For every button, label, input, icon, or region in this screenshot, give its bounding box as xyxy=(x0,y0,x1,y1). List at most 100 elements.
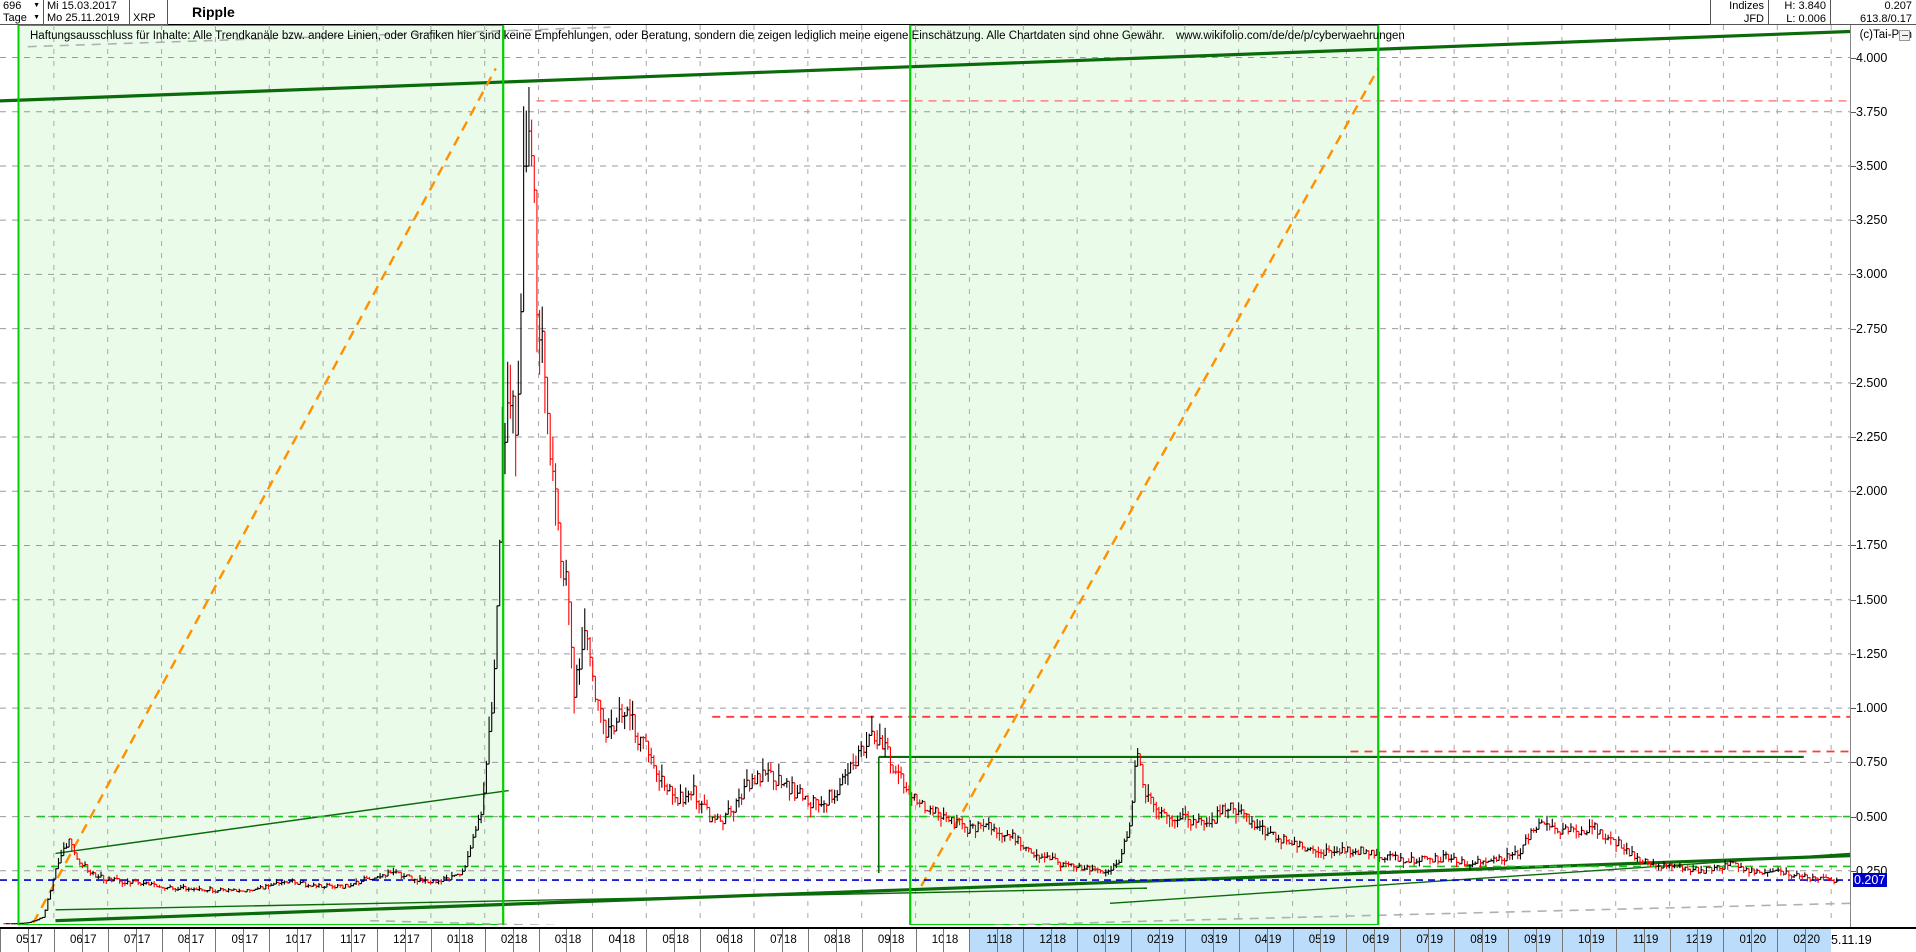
x-axis-tick[interactable]: 05 18 xyxy=(646,929,700,952)
x-axis-tick[interactable]: 07 18 xyxy=(754,929,808,952)
x-axis-tick[interactable]: 10 17 xyxy=(269,929,323,952)
x-axis-tick[interactable]: 01 20 xyxy=(1723,929,1778,952)
x-tick-year: 19 xyxy=(1160,934,1174,946)
disclaimer-url[interactable]: www.wikifolio.com/de/de/p/cyberwaehrunge… xyxy=(1175,30,1405,42)
x-axis-tick[interactable]: 09 17 xyxy=(215,929,269,952)
x-tick-year: 18 xyxy=(999,934,1013,946)
x-axis-tick[interactable]: 07 17 xyxy=(107,929,162,952)
x-axis-tick[interactable]: 06 18 xyxy=(700,929,754,952)
x-tick-separator xyxy=(458,929,460,952)
y-axis-tick-mark xyxy=(1851,328,1856,330)
price-axis[interactable]: 4.000 3.750 3.500 3.250 3.000 2.750 2.500 2.250… xyxy=(1850,25,1916,927)
x-axis-tick[interactable]: 11 19 xyxy=(1615,929,1670,952)
x-tick-separator xyxy=(1589,929,1591,952)
x-tick-separator xyxy=(189,929,191,952)
x-axis-tick[interactable]: 12 19 xyxy=(1669,929,1724,952)
x-tick-year: 17 xyxy=(191,934,205,946)
x-tick-year: 18 xyxy=(945,934,959,946)
y-axis-tick-mark xyxy=(1851,274,1856,276)
x-axis-tick[interactable]: 11 18 xyxy=(969,929,1024,952)
x-axis-tick[interactable]: 06 19 xyxy=(1346,929,1401,952)
rally-2 xyxy=(920,67,1380,887)
y-axis-tick-mark xyxy=(1851,111,1856,113)
period-unit-selector[interactable]: Tage ▼ xyxy=(0,12,44,25)
x-axis-tick[interactable]: 10 18 xyxy=(915,929,970,952)
x-tick-year: 19 xyxy=(1214,934,1228,946)
x-tick-month: 10 xyxy=(1577,934,1591,946)
x-axis-tick[interactable]: 09 19 xyxy=(1508,929,1562,952)
x-axis-tick[interactable]: 02 20 xyxy=(1777,929,1832,952)
x-tick-month: 04 xyxy=(1254,934,1268,946)
x-axis-tick[interactable]: 03 19 xyxy=(1184,929,1239,952)
y-axis-tick-mark xyxy=(1851,165,1856,167)
period-count-selector[interactable]: 696 ▼ xyxy=(0,0,44,13)
inner-trend-line-1 xyxy=(55,789,509,855)
chevron-down-icon[interactable]: ▼ xyxy=(33,14,40,21)
x-tick-year: 18 xyxy=(622,934,636,946)
x-tick-year: 19 xyxy=(1376,934,1390,946)
x-tick-year: 18 xyxy=(837,934,851,946)
x-tick-year: 18 xyxy=(1053,934,1066,946)
x-axis-tick[interactable]: 10 19 xyxy=(1561,929,1616,952)
data-source-label: Indizes xyxy=(1710,0,1768,13)
x-axis-tick[interactable]: 05 19 xyxy=(1292,929,1347,952)
x-tick-month: 12 xyxy=(1685,934,1699,946)
x-tick-separator xyxy=(1266,929,1268,952)
x-tick-separator xyxy=(135,929,137,952)
x-tick-separator xyxy=(566,929,568,952)
x-axis-tick[interactable]: 01 18 xyxy=(430,929,485,952)
chevron-down-icon[interactable]: ▼ xyxy=(33,2,40,9)
x-axis-tick[interactable]: 04 18 xyxy=(592,929,646,952)
x-tick-month: 02 xyxy=(1147,934,1160,946)
x-axis-tick[interactable]: 01 19 xyxy=(1077,929,1131,952)
x-axis-tick[interactable]: 07 19 xyxy=(1400,929,1455,952)
x-tick-year: 19 xyxy=(1591,934,1605,946)
x-tick-separator xyxy=(297,929,299,952)
x-tick-month: 08 xyxy=(823,934,837,946)
x-axis-tick[interactable]: 03 18 xyxy=(538,929,593,952)
x-axis-tick[interactable]: 08 17 xyxy=(161,929,216,952)
x-tick-separator xyxy=(674,929,676,952)
y-axis-tick-mark xyxy=(1851,545,1856,547)
y-axis-tick-mark xyxy=(1851,816,1856,818)
x-axis-tick[interactable]: 09 18 xyxy=(861,929,916,952)
price-canvas[interactable] xyxy=(0,25,1850,925)
x-axis-tick[interactable]: 12 17 xyxy=(377,929,431,952)
page-title: Ripple xyxy=(192,4,235,20)
x-axis-tick[interactable]: 12 18 xyxy=(1023,929,1078,952)
x-axis-tick[interactable]: 02 18 xyxy=(484,929,539,952)
x-tick-separator xyxy=(1051,929,1053,952)
x-axis-tick[interactable]: 08 18 xyxy=(807,929,862,952)
axis-end-date: 25.11.19 xyxy=(1824,933,1872,947)
x-tick-month: 03 xyxy=(1200,934,1214,946)
x-axis-tick[interactable]: 06 17 xyxy=(53,929,108,952)
x-axis-tick[interactable]: 05 17 xyxy=(0,929,54,952)
y-axis-tick-label: 1.750 xyxy=(1856,538,1888,553)
box-2-2018-2019-range xyxy=(909,25,1380,925)
x-tick-separator xyxy=(1751,929,1753,952)
collapse-panel-button[interactable] xyxy=(1899,30,1910,41)
chart-svg xyxy=(0,25,1850,925)
header-right-group: Indizes H: 3.840 0.207 JFD L: 0.006 613.… xyxy=(1710,0,1916,25)
x-tick-separator xyxy=(1805,929,1807,952)
symbol-field[interactable]: XRP xyxy=(130,12,168,25)
x-axis-tick[interactable]: 11 17 xyxy=(323,929,377,952)
date-to-field[interactable]: Mo 25.11.2019 xyxy=(44,12,130,25)
x-tick-year: 19 xyxy=(1537,934,1551,946)
x-tick-separator xyxy=(1482,929,1484,952)
volume-ratio: 613.8/0.17 xyxy=(1830,12,1916,25)
x-tick-month: 05 xyxy=(16,934,29,946)
y-axis-tick-label: 3.750 xyxy=(1856,104,1888,119)
x-tick-year: 17 xyxy=(29,934,43,946)
x-axis-tick[interactable]: 02 19 xyxy=(1131,929,1185,952)
chart-plot-area[interactable] xyxy=(0,25,1916,927)
x-tick-separator xyxy=(1320,929,1322,952)
x-axis-tick[interactable]: 08 19 xyxy=(1454,929,1508,952)
y-axis-tick-label: 2.250 xyxy=(1856,430,1888,445)
date-from-field[interactable]: Mi 15.03.2017 xyxy=(44,0,130,13)
x-axis-tick[interactable]: 04 19 xyxy=(1238,929,1293,952)
time-axis[interactable]: L 25.11.19 05170617071708170917101711171… xyxy=(0,927,1916,952)
x-tick-month: 06 xyxy=(69,934,83,946)
x-tick-month: 06 xyxy=(716,934,730,946)
x-tick-year: 17 xyxy=(299,934,312,946)
